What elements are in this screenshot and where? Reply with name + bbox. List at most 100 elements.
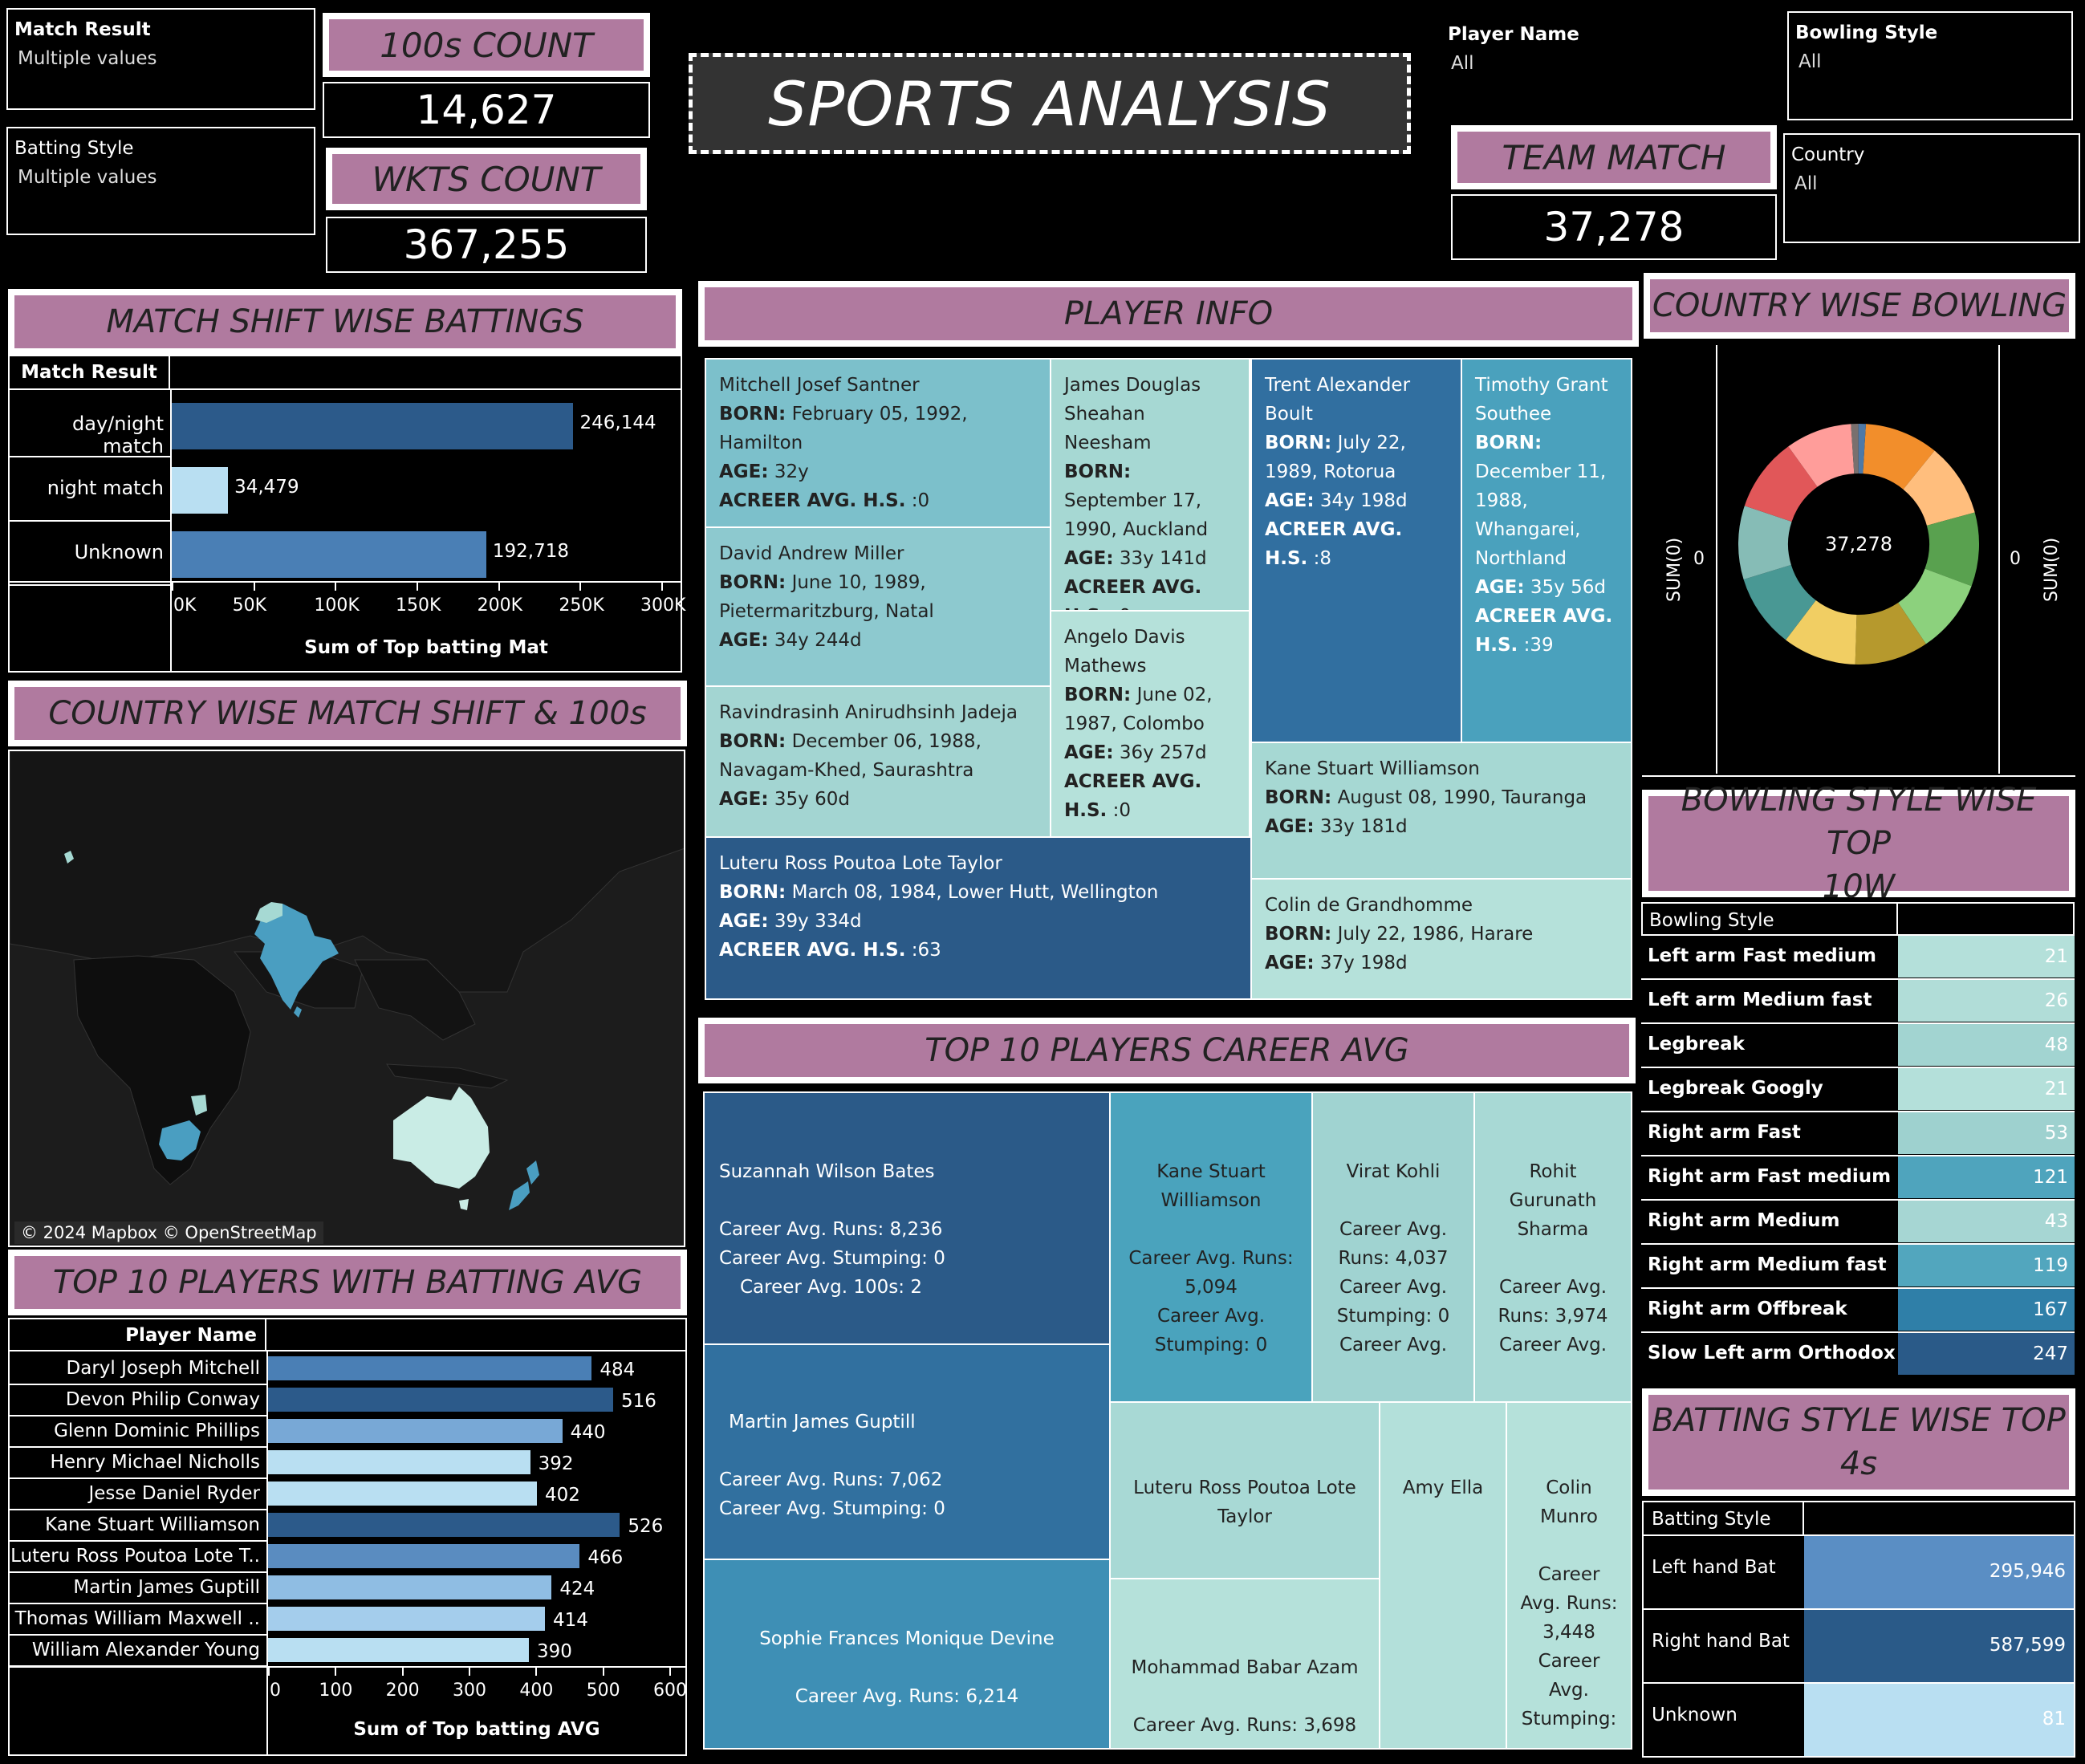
match-result-filter-value[interactable]: Multiple values xyxy=(18,48,157,69)
match-shift-tick-mark xyxy=(579,583,582,591)
bowling-style-row-value: 167 xyxy=(1898,1289,2075,1331)
bowling-style-row[interactable]: Left arm Medium fast 26 xyxy=(1641,978,2075,1022)
match-result-filter[interactable]: Match Result Multiple values xyxy=(6,8,315,110)
batting-avg-bar[interactable] xyxy=(268,1356,592,1380)
donut-slice[interactable] xyxy=(1903,450,1975,526)
bowling-style-row-value: 247 xyxy=(1898,1333,2075,1375)
bowling-style-title-line1: BOWLING STYLE WISE TOP xyxy=(1681,782,2037,862)
batting-avg-bar[interactable] xyxy=(268,1388,613,1412)
ctile-rohit-name: Rohit Gurunath Sharma xyxy=(1509,1161,1597,1240)
player-name-filter[interactable]: Player Name All xyxy=(1445,22,1766,87)
bowling-style-filter-value[interactable]: All xyxy=(1798,51,1822,72)
country-bowling-title: COUNTRY WISE BOWLING xyxy=(1652,287,2067,324)
batting-style-row-value[interactable]: 587,599 xyxy=(1804,1610,2074,1682)
country-bowling-donut[interactable] xyxy=(1738,424,1979,665)
ctile-bates[interactable]: Suzannah Wilson Bates Career Avg. Runs: … xyxy=(703,1091,1111,1345)
batting-avg-tick-label: 500 xyxy=(586,1681,620,1701)
batting-style-row-value[interactable]: 81 xyxy=(1804,1684,2074,1756)
tile-boult[interactable]: Trent Alexander Boult BORN: July 22, 198… xyxy=(1250,358,1462,743)
ctile-taylor[interactable]: Luteru Ross Poutoa Lote Taylor xyxy=(1109,1401,1380,1579)
tile-jadeja[interactable]: Ravindrasinh Anirudhsinh Jadeja BORN: De… xyxy=(705,685,1051,838)
bowling-style-filter[interactable]: Bowling Style All xyxy=(1787,11,2073,120)
donut-slice[interactable] xyxy=(1738,506,1792,579)
bowling-style-row[interactable]: Left arm Fast medium 21 xyxy=(1641,934,2075,978)
tile-santner[interactable]: Mitchell Josef Santner BORN: February 05… xyxy=(705,358,1051,528)
bowling-style-row-value: 53 xyxy=(1898,1112,2075,1154)
match-shift-bar[interactable] xyxy=(172,531,486,578)
batting-avg-chart: Player Name Daryl Joseph Mitchell 484 Devo… xyxy=(8,1318,687,1756)
batting-avg-bar-value: 402 xyxy=(545,1485,580,1506)
ctile-munro[interactable]: Colin Munro Career Avg. Runs: 3,448 Care… xyxy=(1506,1401,1632,1750)
batting-avg-header-filler xyxy=(266,1319,685,1351)
tile-mathews[interactable]: Angelo Davis Mathews BORN: June 02, 1987… xyxy=(1050,610,1250,838)
country-filter-value[interactable]: All xyxy=(1794,173,1818,194)
batting-avg-bar[interactable] xyxy=(268,1607,545,1631)
batting-avg-tick-mark xyxy=(602,1668,604,1676)
batting-avg-bar[interactable] xyxy=(268,1544,580,1568)
donut-slice[interactable] xyxy=(1898,568,1972,644)
bowling-style-row-value: 21 xyxy=(1898,936,2075,978)
ctile-amy[interactable]: Amy Ella xyxy=(1379,1401,1507,1750)
batting-avg-row-label: Henry Michael Nicholls xyxy=(50,1452,260,1473)
donut-slice[interactable] xyxy=(1863,424,1935,490)
match-shift-bar[interactable] xyxy=(172,467,229,514)
donut-slice[interactable] xyxy=(1858,424,1866,474)
country-filter[interactable]: Country All xyxy=(1783,133,2080,243)
donut-slice[interactable] xyxy=(1786,600,1857,665)
map-header: COUNTRY WISE MATCH SHIFT & 100s xyxy=(8,681,687,746)
ctile-rohit-runs: Career Avg. Runs: 3,974 xyxy=(1498,1277,1608,1327)
bowling-style-row-label: Left arm Medium fast xyxy=(1648,990,1872,1010)
batting-avg-bar[interactable] xyxy=(268,1450,530,1474)
ctile-guptill[interactable]: Martin James Guptill Career Avg. Runs: 7… xyxy=(703,1343,1111,1560)
batting-avg-row-separator xyxy=(10,1571,266,1573)
bowling-style-row[interactable]: Right arm Medium fast 119 xyxy=(1641,1243,2075,1287)
bowling-style-row[interactable]: Right arm Medium 43 xyxy=(1641,1199,2075,1243)
batting-avg-bar[interactable] xyxy=(268,1419,563,1443)
donut-slice[interactable] xyxy=(1924,512,1979,587)
ctile-guptill-name: Martin James Guptill xyxy=(729,1412,916,1433)
bowling-style-row[interactable]: Legbreak Googly 21 xyxy=(1641,1067,2075,1111)
match-shift-bar[interactable] xyxy=(172,403,574,449)
tile-southee[interactable]: Timothy Grant Southee BORN: December 11,… xyxy=(1461,358,1632,743)
ctile-bates-runs: Career Avg. Runs: 8,236 xyxy=(719,1219,943,1240)
donut-slice[interactable] xyxy=(1855,602,1926,665)
ctile-devine[interactable]: Sophie Frances Monique Devine Career Avg… xyxy=(703,1559,1111,1750)
batting-style-row-value[interactable]: 295,946 xyxy=(1804,1536,2074,1608)
donut-slice[interactable] xyxy=(1744,446,1818,522)
donut-slice[interactable] xyxy=(1851,424,1859,474)
ctile-kohli[interactable]: Virat Kohli Career Avg. Runs: 4,037 Care… xyxy=(1311,1091,1475,1403)
donut-slice[interactable] xyxy=(1788,424,1855,487)
bowling-style-row[interactable]: Right arm Fast medium 121 xyxy=(1641,1155,2075,1199)
tile-miller[interactable]: David Andrew Miller BORN: June 10, 1989,… xyxy=(705,526,1051,687)
batting-avg-bar[interactable] xyxy=(268,1513,620,1537)
batting-avg-header: TOP 10 PLAYERS WITH BATTING AVG xyxy=(8,1250,687,1315)
batting-avg-bar[interactable] xyxy=(268,1638,529,1662)
ctile-rohit[interactable]: Rohit Gurunath Sharma Career Avg. Runs: … xyxy=(1473,1091,1632,1403)
ctile-kane[interactable]: Kane Stuart Williamson Career Avg. Runs:… xyxy=(1109,1091,1313,1403)
tile-grandhomme[interactable]: Colin de Grandhomme BORN: July 22, 1986,… xyxy=(1250,878,1632,1000)
country-map[interactable]: © 2024 Mapbox © OpenStreetMap xyxy=(8,750,685,1247)
batting-style-filter[interactable]: Batting Style Multiple values xyxy=(6,127,315,235)
batting-avg-row-separator xyxy=(10,1603,266,1604)
batting-avg-bar[interactable] xyxy=(268,1575,552,1599)
batting-avg-bar[interactable] xyxy=(268,1482,537,1506)
tile-williamson[interactable]: Kane Stuart Williamson BORN: August 08, … xyxy=(1250,742,1632,880)
batting-style-col-header: Batting Style xyxy=(1652,1509,1771,1530)
donut-slice[interactable] xyxy=(1743,564,1816,640)
batting-style-filter-value[interactable]: Multiple values xyxy=(18,167,157,188)
bowling-style-row[interactable]: Right arm Fast 53 xyxy=(1641,1111,2075,1155)
bowling-style-row[interactable]: Right arm Offbreak 167 xyxy=(1641,1287,2075,1331)
bowling-style-row[interactable]: Legbreak 48 xyxy=(1641,1022,2075,1067)
hundreds-count-header: 100s COUNT xyxy=(323,13,650,77)
team-match-value: 37,278 xyxy=(1451,194,1777,260)
batting-style-row-label: Right hand Bat xyxy=(1652,1631,1790,1652)
ctile-babar[interactable]: Mohammad Babar Azam Career Avg. Runs: 3,… xyxy=(1109,1578,1380,1750)
batting-avg-bar-value: 392 xyxy=(538,1453,574,1474)
ctile-kohli-name: Virat Kohli xyxy=(1346,1161,1441,1182)
bowling-style-row[interactable]: Slow Left arm Orthodox 247 xyxy=(1641,1331,2075,1376)
tile-neesham[interactable]: James Douglas Sheahan Neesham BORN: Sept… xyxy=(1050,358,1250,612)
tile-taylor[interactable]: Luteru Ross Poutoa Lote Taylor BORN: Mar… xyxy=(705,836,1252,1000)
player-name-filter-value[interactable]: All xyxy=(1451,53,1474,74)
hundreds-count-value: 14,627 xyxy=(323,82,650,138)
career-avg-title: TOP 10 PLAYERS CAREER AVG xyxy=(925,1032,1409,1069)
